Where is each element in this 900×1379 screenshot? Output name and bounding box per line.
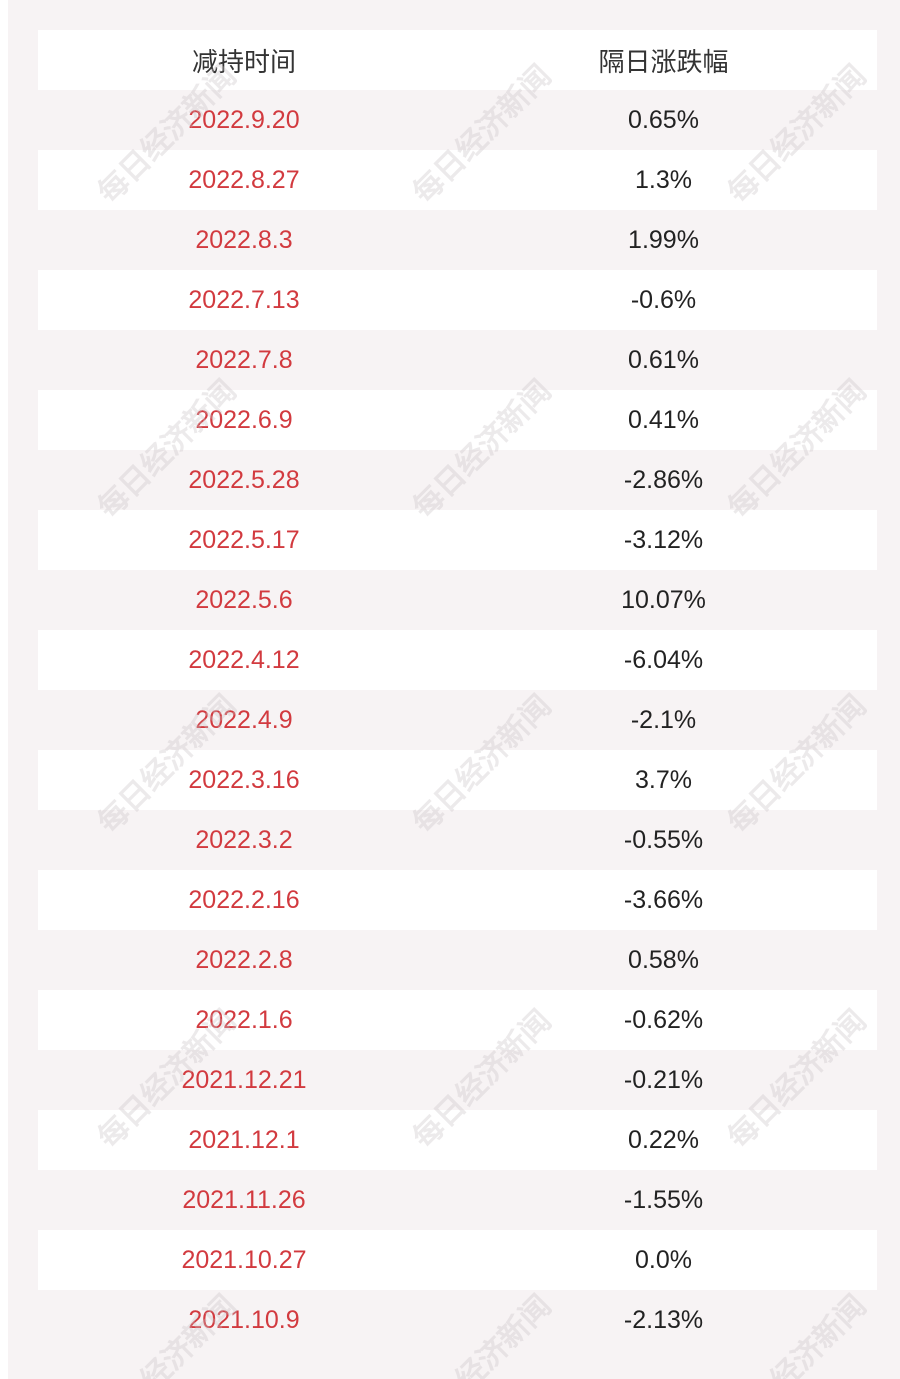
- table-row: 2022.7.8 0.61%: [38, 330, 877, 390]
- date-cell: 2022.6.9: [195, 405, 293, 434]
- change-cell: -0.55%: [623, 825, 704, 854]
- date-cell: 2021.12.21: [181, 1065, 307, 1094]
- change-cell: -2.13%: [623, 1305, 704, 1334]
- change-cell: 10.07%: [621, 585, 706, 614]
- table-row: 2022.3.16 3.7%: [38, 750, 877, 810]
- table-row: 2022.4.9 -2.1%: [38, 690, 877, 750]
- change-cell: -6.04%: [623, 645, 704, 674]
- change-cell: -0.21%: [623, 1065, 704, 1094]
- date-cell: 2021.10.9: [188, 1305, 300, 1334]
- date-cell: 2022.5.6: [195, 585, 293, 614]
- date-cell: 2022.1.6: [195, 1005, 293, 1034]
- table-row: 2022.9.20 0.65%: [38, 90, 877, 150]
- change-cell: -0.62%: [623, 1005, 704, 1034]
- table-row: 2021.12.1 0.22%: [38, 1110, 877, 1170]
- table-row: 2022.1.6 -0.62%: [38, 990, 877, 1050]
- date-cell: 2022.9.20: [188, 105, 300, 134]
- change-cell: 0.58%: [628, 945, 699, 974]
- date-cell: 2022.2.8: [195, 945, 293, 974]
- table-row: 2021.10.9 -2.13%: [38, 1290, 877, 1350]
- change-cell: -0.6%: [630, 285, 697, 314]
- table-row: 2022.5.6 10.07%: [38, 570, 877, 630]
- reduction-table: 减持时间 隔日涨跌幅 2022.9.20 0.65% 2022.8.27 1.3% 20…: [38, 30, 877, 1350]
- table-row: 2021.10.27 0.0%: [38, 1230, 877, 1290]
- date-cell: 2022.4.9: [195, 705, 293, 734]
- change-cell: 0.22%: [628, 1125, 699, 1154]
- table-row: 2022.8.3 1.99%: [38, 210, 877, 270]
- table-row: 2021.12.21 -0.21%: [38, 1050, 877, 1110]
- table-row: 2022.5.17 -3.12%: [38, 510, 877, 570]
- change-cell: 0.61%: [628, 345, 699, 374]
- date-cell: 2021.11.26: [182, 1185, 306, 1214]
- table-row: 2022.4.12 -6.04%: [38, 630, 877, 690]
- change-cell: -1.55%: [623, 1185, 704, 1214]
- change-cell: 0.0%: [635, 1245, 692, 1274]
- table-row: 2022.3.2 -0.55%: [38, 810, 877, 870]
- change-cell: -3.12%: [623, 525, 704, 554]
- date-cell: 2022.2.16: [188, 885, 300, 914]
- table-row: 2022.5.28 -2.86%: [38, 450, 877, 510]
- change-cell: 1.3%: [635, 165, 692, 194]
- date-cell: 2022.3.2: [195, 825, 293, 854]
- table-row: 2021.11.26 -1.55%: [38, 1170, 877, 1230]
- change-cell: 1.99%: [628, 225, 699, 254]
- table-row: 2022.8.27 1.3%: [38, 150, 877, 210]
- table-row: 2022.7.13 -0.6%: [38, 270, 877, 330]
- table-row: 2022.2.16 -3.66%: [38, 870, 877, 930]
- table-header-row: 减持时间 隔日涨跌幅: [38, 30, 877, 90]
- change-cell: -3.66%: [623, 885, 704, 914]
- date-cell: 2022.7.8: [195, 345, 293, 374]
- date-cell: 2022.7.13: [188, 285, 300, 314]
- change-cell: -2.86%: [623, 465, 704, 494]
- date-cell: 2021.10.27: [181, 1245, 307, 1274]
- date-cell: 2022.5.28: [188, 465, 300, 494]
- date-cell: 2022.4.12: [188, 645, 300, 674]
- date-cell: 2022.3.16: [188, 765, 300, 794]
- date-cell: 2022.5.17: [188, 525, 300, 554]
- header-date: 减持时间: [191, 46, 296, 77]
- change-cell: 0.65%: [628, 105, 699, 134]
- change-cell: -2.1%: [630, 705, 697, 734]
- header-change: 隔日涨跌幅: [598, 46, 729, 77]
- table-row: 2022.2.8 0.58%: [38, 930, 877, 990]
- change-cell: 3.7%: [635, 765, 692, 794]
- date-cell: 2022.8.3: [195, 225, 293, 254]
- table-row: 2022.6.9 0.41%: [38, 390, 877, 450]
- date-cell: 2021.12.1: [188, 1125, 300, 1154]
- change-cell: 0.41%: [628, 405, 699, 434]
- date-cell: 2022.8.27: [188, 165, 300, 194]
